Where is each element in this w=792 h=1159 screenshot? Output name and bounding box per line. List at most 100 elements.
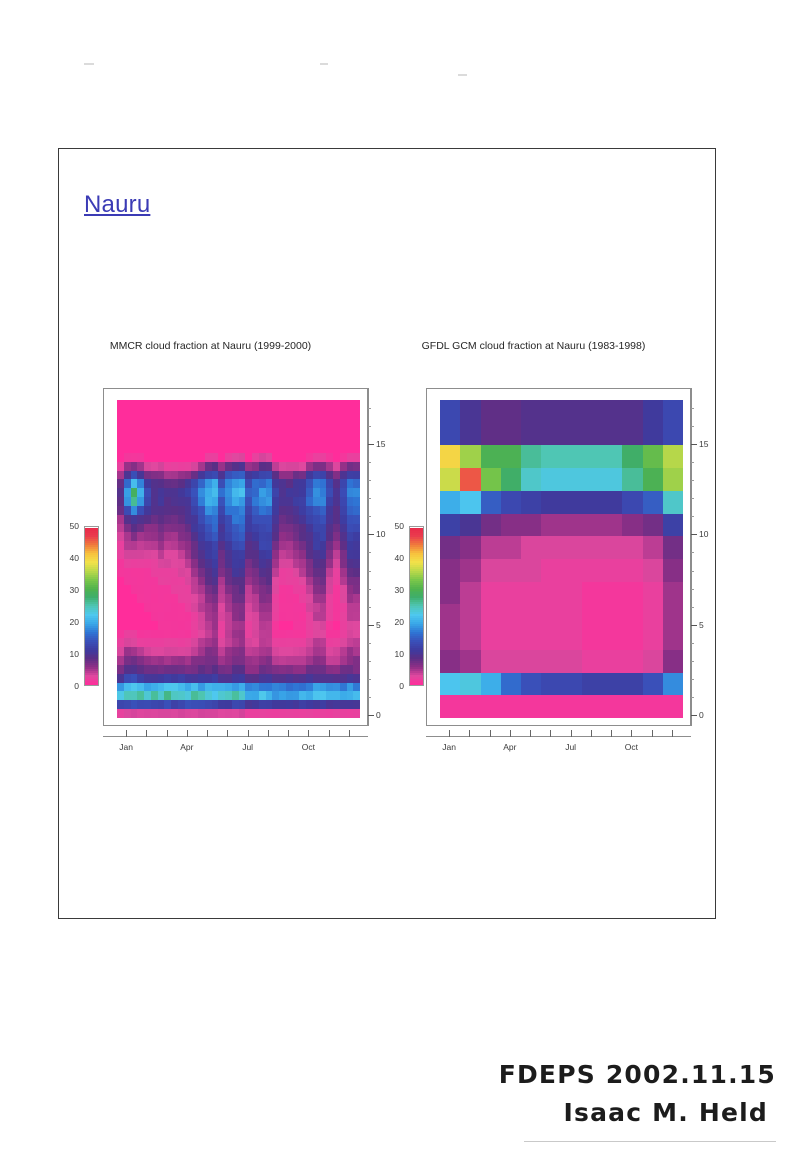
- heatmap-cell: [306, 452, 313, 462]
- heatmap-cell: [353, 497, 360, 506]
- heatmap-cell: [225, 620, 232, 630]
- heatmap-cell: [279, 408, 286, 418]
- heatmap-cell: [265, 620, 273, 630]
- heatmap-cell: [292, 444, 300, 453]
- heatmap-cell: [279, 700, 286, 710]
- heatmap-cell: [164, 514, 171, 524]
- heatmap-cell: [157, 664, 165, 674]
- heatmap-cell: [319, 700, 327, 710]
- heatmap-cell: [218, 664, 225, 674]
- heatmap-cell: [292, 417, 300, 427]
- heatmap-cell: [265, 444, 273, 453]
- colorbar-segment: [410, 620, 423, 622]
- heatmap-cell: [245, 656, 252, 665]
- heatmap-cell: [184, 567, 192, 577]
- heatmap-cell: [312, 426, 320, 436]
- colorbar-segment: [410, 559, 423, 561]
- heatmap-cell: [171, 444, 178, 453]
- heatmap-cell: [164, 585, 171, 595]
- heatmap-cell: [238, 461, 246, 471]
- heatmap-cell: [346, 417, 354, 427]
- axis-minor-tick: [691, 426, 694, 428]
- heatmap-cell: [184, 400, 192, 409]
- heatmap-cell: [238, 673, 246, 683]
- colorbar-segment: [410, 604, 423, 607]
- heatmap-cell: [225, 567, 232, 577]
- colorbar-gradient: [84, 526, 99, 686]
- heatmap-cell: [198, 400, 205, 409]
- heatmap-cell: [333, 620, 340, 630]
- axis-spine: [691, 388, 692, 726]
- heatmap-cell: [312, 479, 320, 489]
- heatmap-cell: [130, 594, 138, 604]
- heatmap-cell: [204, 488, 212, 498]
- heatmap-cell: [177, 532, 185, 542]
- heatmap-cell: [299, 408, 306, 418]
- heatmap-cell: [622, 649, 643, 673]
- heatmap-cell: [279, 532, 286, 542]
- heatmap-cell: [177, 523, 185, 533]
- axis-minor-tick: [368, 480, 371, 482]
- heatmap-cell: [198, 558, 205, 568]
- heatmap-cell: [252, 603, 259, 612]
- heatmap-cell: [306, 558, 313, 568]
- heatmap-cell: [204, 444, 212, 453]
- heatmap-cell: [346, 505, 354, 515]
- axis-minor-tick: [368, 462, 371, 464]
- heatmap-cell: [144, 505, 151, 515]
- heatmap-cell: [198, 452, 205, 462]
- heatmap-cell: [272, 408, 279, 418]
- heatmap-cell: [292, 514, 300, 524]
- heatmap-cell: [346, 691, 354, 701]
- heatmap-cell: [353, 585, 360, 595]
- heatmap-cell: [177, 479, 185, 489]
- axis-tick: [530, 730, 532, 737]
- heatmap-cell: [144, 452, 151, 462]
- heatmap-cell: [123, 629, 131, 639]
- heatmap-cell: [171, 629, 178, 639]
- colorbar-segment: [410, 592, 423, 595]
- colorbar-segment: [410, 639, 423, 642]
- heatmap-cell: [144, 664, 151, 674]
- heatmap-cell: [346, 673, 354, 683]
- heatmap-cell: [622, 672, 643, 696]
- heatmap-cell: [292, 629, 300, 639]
- heatmap-cell: [218, 673, 225, 683]
- heatmap-cell: [117, 567, 124, 577]
- heatmap-cell: [252, 576, 259, 586]
- heatmap-cell: [292, 558, 300, 568]
- heatmap-cell: [265, 611, 273, 621]
- heatmap-cell: [198, 594, 205, 604]
- heatmap-cell: [500, 649, 521, 673]
- colorbar-gradient: [409, 526, 424, 686]
- heatmap-cell: [211, 585, 219, 595]
- heatmap-cell: [285, 479, 293, 489]
- heatmap-cell: [238, 426, 246, 436]
- heatmap-cell: [218, 497, 225, 506]
- heatmap-cell: [117, 479, 124, 489]
- colorbar-segment: [85, 635, 98, 638]
- heatmap-cell: [272, 550, 279, 559]
- height-tick-label: 0: [376, 710, 381, 720]
- heatmap-cell: [440, 604, 461, 628]
- heatmap-cell: [272, 682, 279, 692]
- heatmap-cell: [440, 445, 461, 469]
- heatmap-cell: [204, 417, 212, 427]
- heatmap-cell: [333, 452, 340, 462]
- heatmap-cell: [231, 479, 239, 489]
- heatmap-cell: [204, 523, 212, 533]
- heatmap-cell: [346, 497, 354, 506]
- heatmap-cell: [312, 673, 320, 683]
- heatmap-cell: [171, 514, 178, 524]
- heatmap-cell: [123, 709, 131, 718]
- heatmap-cell: [299, 479, 306, 489]
- heatmap-mmcr: [117, 400, 360, 718]
- heatmap-cell: [480, 581, 501, 605]
- heatmap-cell: [245, 435, 252, 445]
- heatmap-cell: [137, 541, 144, 551]
- heatmap-cell: [204, 691, 212, 701]
- heatmap-cell: [521, 445, 542, 469]
- heatmap-cell: [130, 479, 138, 489]
- heatmap-cell: [292, 408, 300, 418]
- heatmap-cell: [150, 594, 158, 604]
